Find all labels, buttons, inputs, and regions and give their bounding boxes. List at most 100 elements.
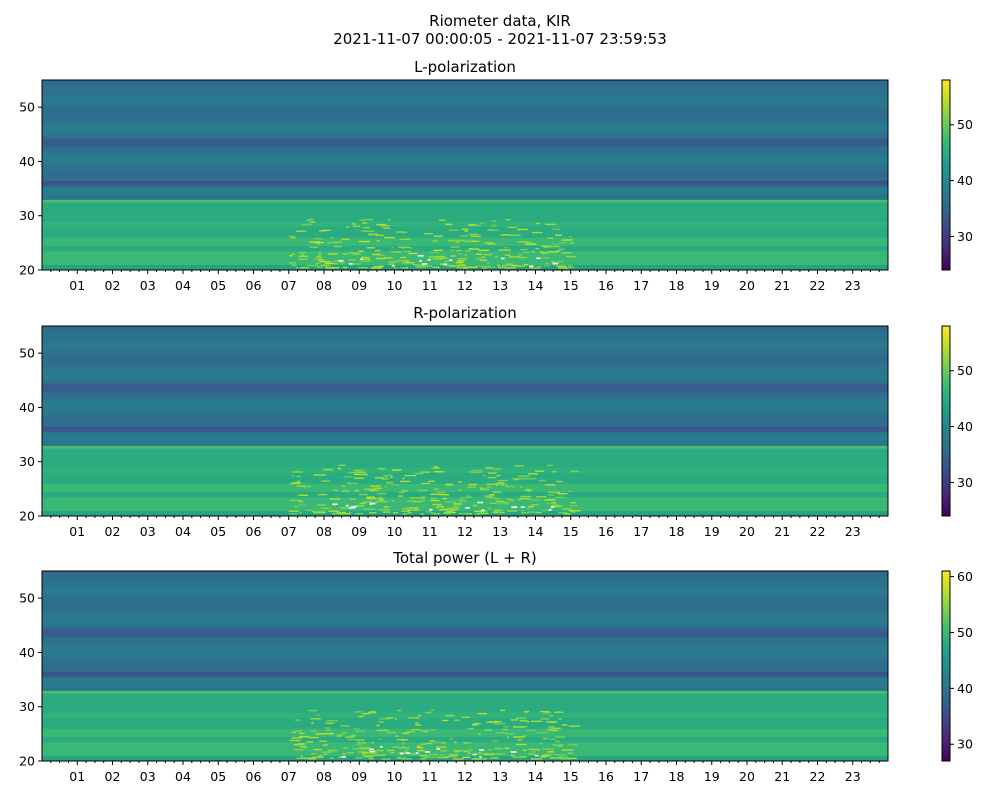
heatmap-band (42, 475, 888, 479)
heatmap-band (42, 467, 888, 471)
heatmap-enhancement (468, 233, 479, 236)
heatmap-enhancement (444, 501, 457, 503)
heatmap-enhancement (338, 756, 342, 758)
heatmap-band (42, 590, 888, 594)
heatmap-enhancement (505, 219, 511, 221)
heatmap-enhancement (453, 748, 457, 751)
heatmap-band (42, 123, 888, 127)
heatmap-enhancement (454, 719, 460, 721)
heatmap-enhancement (492, 491, 502, 493)
heatmap-enhancement (348, 511, 352, 514)
heatmap-enhancement (328, 510, 340, 512)
heatmap-enhancement (477, 752, 482, 754)
heatmap-enhancement (458, 481, 462, 483)
heatmap-band (42, 655, 888, 659)
heatmap-enhancement (401, 743, 405, 745)
heatmap-band (42, 469, 888, 473)
heatmap-enhancement (329, 757, 335, 759)
heatmap-enhancement (407, 500, 417, 502)
heatmap-enhancement (470, 471, 483, 474)
heatmap-enhancement (450, 265, 459, 267)
heatmap-enhancement (545, 484, 556, 486)
heatmap-enhancement (502, 728, 509, 731)
heatmap-band (42, 245, 888, 249)
heatmap-enhancement (489, 502, 497, 504)
heatmap-enhancement (475, 513, 480, 515)
heatmap-enhancement (494, 509, 503, 511)
heatmap-enhancement (483, 253, 492, 256)
heatmap-band (42, 660, 888, 664)
heatmap-enhancement (371, 741, 374, 744)
heatmap-enhancement (386, 481, 394, 484)
heatmap-enhancement (358, 746, 371, 749)
x-tick-label: 12 (457, 278, 473, 293)
x-tick-label: 18 (669, 524, 685, 539)
heatmap-enhancement (370, 485, 381, 487)
heatmap-enhancement (478, 512, 489, 515)
heatmap-enhancement (429, 753, 439, 756)
heatmap-band (42, 96, 888, 100)
heatmap-enhancement (514, 478, 519, 481)
heatmap-band (42, 486, 888, 490)
heatmap-band (42, 571, 888, 575)
heatmap-enhancement (537, 265, 542, 268)
heatmap-enhancement (468, 749, 473, 751)
x-tick-label: 23 (845, 769, 861, 784)
colorbar-tick-label: 50 (957, 363, 973, 378)
panel-title: R-polarization (413, 304, 516, 322)
heatmap-enhancement (366, 496, 375, 498)
heatmap-band (42, 85, 888, 89)
heatmap-enhancement (375, 257, 386, 260)
heatmap-enhancement (386, 731, 396, 734)
heatmap-enhancement (440, 754, 444, 756)
heatmap-enhancement (469, 248, 480, 251)
heatmap-band (42, 213, 888, 217)
heatmap-enhancement (342, 485, 346, 488)
heatmap-enhancement (362, 501, 372, 503)
heatmap-enhancement (358, 240, 371, 243)
heatmap-enhancement (476, 253, 480, 255)
heatmap-enhancement (511, 477, 523, 480)
heatmap-band (42, 215, 888, 219)
heatmap-spike (415, 752, 419, 754)
heatmap-band (42, 437, 888, 441)
heatmap-enhancement (454, 241, 460, 243)
heatmap-enhancement (413, 263, 416, 266)
heatmap-enhancement (289, 482, 300, 485)
heatmap-enhancement (496, 482, 505, 484)
heatmap-enhancement (496, 511, 503, 513)
heatmap-band (42, 396, 888, 400)
heatmap-enhancement (549, 738, 556, 740)
heatmap-band (42, 600, 888, 604)
colorbar-tick-label: 30 (957, 229, 973, 244)
heatmap-enhancement (342, 753, 346, 755)
heatmap-band (42, 603, 888, 607)
x-tick-label: 02 (105, 769, 121, 784)
heatmap-enhancement (568, 490, 573, 493)
heatmap-enhancement (402, 513, 407, 515)
heatmap-enhancement (468, 224, 476, 226)
x-tick-label: 14 (528, 524, 544, 539)
heatmap-band (42, 440, 888, 444)
heatmap-enhancement (406, 747, 409, 750)
colorbar (941, 570, 951, 762)
x-tick-label: 09 (351, 524, 367, 539)
heatmap-spike (510, 751, 517, 753)
heatmap-band (42, 80, 888, 84)
x-tick-label: 22 (810, 524, 826, 539)
heatmap-band (42, 391, 888, 395)
heatmap-enhancement (458, 512, 469, 515)
colorbar-tick-label: 60 (957, 569, 973, 584)
heatmap-enhancement (487, 243, 497, 245)
heatmap-spike (424, 751, 431, 753)
heatmap-band (42, 112, 888, 116)
heatmap-enhancement (376, 724, 380, 727)
heatmap-enhancement (443, 512, 450, 515)
heatmap-enhancement (406, 730, 415, 733)
heatmap-band (42, 120, 888, 124)
heatmap-enhancement (404, 750, 408, 752)
heatmap-enhancement (302, 757, 313, 759)
heatmap-enhancement (391, 247, 394, 249)
heatmap-enhancement (300, 755, 303, 758)
heatmap-enhancement (561, 252, 572, 254)
